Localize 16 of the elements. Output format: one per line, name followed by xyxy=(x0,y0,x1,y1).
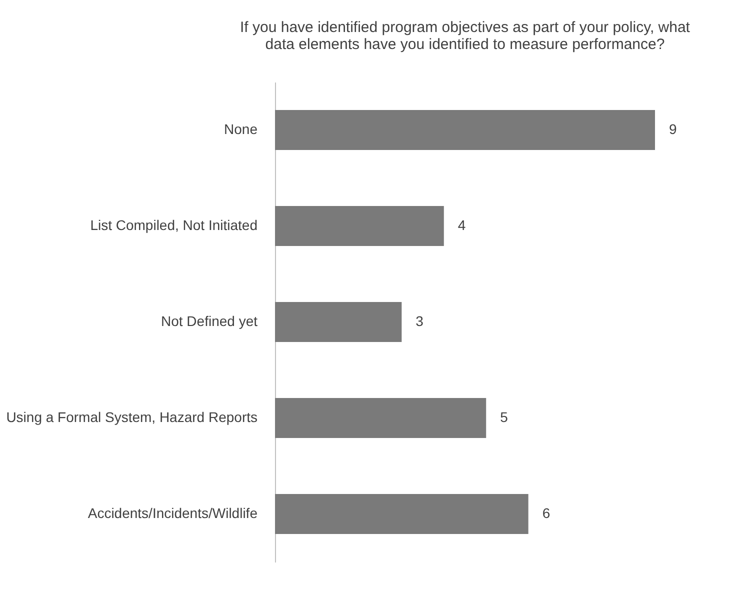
y-tick-label: List Compiled, Not Initiated xyxy=(90,217,258,233)
y-tick-label: Using a Formal System, Hazard Reports xyxy=(6,409,258,425)
data-label: 6 xyxy=(542,505,550,521)
bar xyxy=(275,110,655,150)
y-tick-label: Not Defined yet xyxy=(161,313,258,329)
bar xyxy=(275,398,486,438)
y-tick-label: None xyxy=(224,121,258,137)
bar xyxy=(275,302,402,342)
data-label: 3 xyxy=(416,313,424,329)
chart-title: If you have identified program objectives as part of your policy, what data elements have you identified to measure performance? xyxy=(240,19,691,53)
bar xyxy=(275,494,528,534)
data-label: 5 xyxy=(500,409,508,425)
data-label: 9 xyxy=(669,121,677,137)
y-tick-label: Accidents/Incidents/Wildlife xyxy=(88,505,258,521)
bar xyxy=(275,206,444,246)
data-label: 4 xyxy=(458,217,466,233)
